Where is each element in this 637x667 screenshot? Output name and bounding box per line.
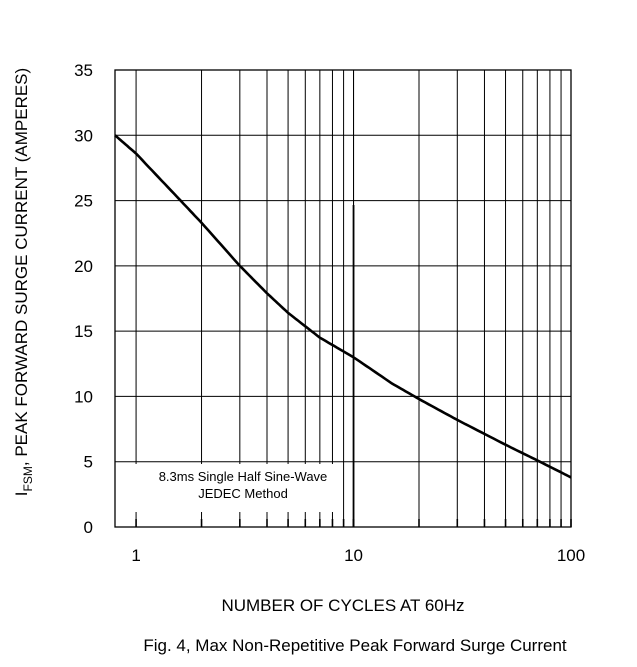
x-tick-label: 100: [557, 546, 585, 565]
y-axis-label-text: , PEAK FORWARD SURGE CURRENT (AMPERES): [12, 68, 31, 466]
annotation-line-1: 8.3ms Single Half Sine-Wave: [159, 469, 328, 484]
y-tick-label: 15: [74, 322, 93, 341]
y-axis-label-subscript: FSM: [21, 466, 35, 491]
y-tick-label: 30: [74, 126, 93, 145]
y-tick-label: 0: [84, 518, 93, 537]
x-tick-label: 10: [344, 546, 363, 565]
x-tick-label: 1: [131, 546, 140, 565]
x-tick-labels: 1 10 100: [131, 546, 585, 565]
series-line: [114, 134, 572, 479]
figure-caption: Fig. 4, Max Non-Repetitive Peak Forward …: [143, 636, 567, 655]
y-axis-label-symbol: I: [12, 491, 31, 496]
y-tick-label: 20: [74, 257, 93, 276]
y-tick-label: 35: [74, 61, 93, 80]
plot-frame: [114, 69, 572, 528]
y-tick-label: 10: [74, 387, 93, 406]
y-tick-label: 25: [74, 192, 93, 211]
grid: [115, 69, 572, 528]
y-tick-label: 5: [84, 453, 93, 472]
x-axis-label: NUMBER OF CYCLES AT 60Hz: [221, 596, 464, 615]
annotation-line-2: JEDEC Method: [198, 486, 288, 501]
annotation-box: [116, 464, 368, 512]
y-axis-label: IFSM, PEAK FORWARD SURGE CURRENT (AMPERE…: [12, 68, 35, 496]
y-tick-labels: 0 5 10 15 20 25 30 35: [74, 61, 93, 537]
